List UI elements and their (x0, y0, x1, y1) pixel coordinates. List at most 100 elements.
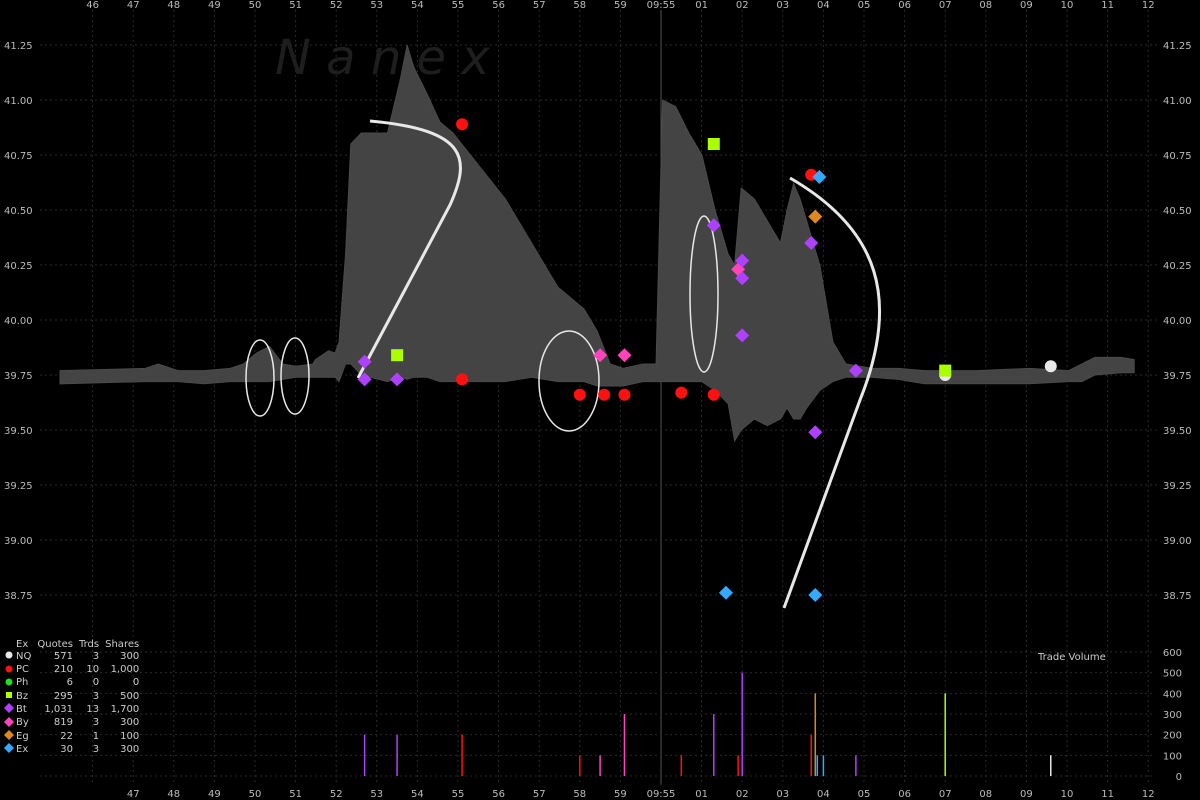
time-tick-label-bottom: 08 (979, 789, 992, 800)
time-tick-label-bottom: 56 (492, 789, 505, 800)
legend-swatch-icon (4, 743, 14, 754)
legend-swatch-icon (4, 703, 14, 714)
quote-marker-diamond (808, 588, 823, 602)
quote-marker-circle (456, 373, 469, 386)
price-tick-label-right: 39.50 (1163, 426, 1192, 437)
legend-quotes: 22 (60, 730, 73, 742)
legend-row: Bt 1,031 13 1,700 (4, 703, 139, 716)
legend-swatch-shape (4, 730, 14, 741)
price-tick-label-left: 41.25 (4, 41, 33, 52)
quote-marker-diamond (706, 218, 721, 233)
price-tick-label-left: 40.50 (4, 206, 33, 217)
legend-quotes: 571 (53, 650, 73, 662)
time-tick-label-top: 11 (1101, 0, 1114, 11)
time-tick-label-bottom: 57 (533, 789, 546, 800)
price-tick-label-left: 39.25 (4, 481, 33, 492)
quote-marker-diamond (812, 170, 827, 184)
legend-swatch (4, 664, 14, 677)
legend-swatch-icon (5, 651, 13, 659)
legend-row: Bz 295 3 500 (4, 690, 139, 703)
time-tick-label-bottom: 12 (1142, 789, 1155, 800)
legend-swatch (4, 716, 14, 730)
price-tick-label-left: 38.75 (4, 591, 33, 602)
time-tick-label-bottom: 58 (573, 789, 586, 800)
time-tick-label-bottom: 02 (736, 789, 749, 800)
price-tick-label-left: 39.50 (4, 426, 33, 437)
time-tick-label-top: 53 (370, 0, 383, 11)
time-tick-label-top: 04 (817, 0, 830, 11)
volume-tick-label: 200 (1163, 731, 1182, 742)
legend-swatch-shape (4, 703, 14, 714)
legend-trds: 3 (92, 690, 100, 702)
legend-header: Ex Quotes Trds Shares (4, 639, 139, 650)
time-tick-label-top: 08 (979, 0, 992, 11)
time-tick-label-top: 12 (1142, 0, 1155, 11)
time-tick-label-top: 49 (208, 0, 221, 11)
volume-tick-label: 100 (1163, 751, 1182, 762)
time-tick-label-top: 55 (452, 0, 465, 11)
quote-marker-circle (618, 388, 631, 401)
legend-quotes: 6 (66, 677, 73, 689)
legend-trds: 3 (92, 650, 100, 662)
time-tick-label-top: 52 (330, 0, 343, 11)
legend-quotes: 1,031 (44, 703, 73, 715)
legend-row: By 819 3 300 (4, 716, 139, 730)
quote-marker-diamond (808, 425, 823, 440)
legend-shares: 1,700 (110, 703, 140, 715)
axis-labels: 46 47 47 48 48 49 49 50 50 51 51 52 52 53 53 54 54 55 55 56… (4, 0, 1192, 800)
time-tick-label-top: 05 (858, 0, 871, 11)
volume-tick-label: 0 (1176, 772, 1182, 783)
time-tick-label-bottom: 06 (898, 789, 911, 800)
quote-marker-diamond (718, 585, 733, 600)
quote-marker-circle (1044, 360, 1057, 373)
time-tick-label-top: 06 (898, 0, 911, 11)
time-tick-label-bottom: 07 (939, 789, 952, 800)
spread-band (59, 44, 1135, 443)
time-tick-label-bottom: 55 (452, 789, 465, 800)
legend-ex: NQ (16, 650, 32, 662)
legend-swatch-shape (6, 692, 12, 699)
quote-marker-diamond (390, 372, 405, 387)
legend-quotes: 30 (60, 743, 73, 755)
time-tick-label-bottom: 52 (330, 789, 343, 800)
volume-tick-label: 300 (1163, 710, 1182, 721)
volume-title: Trade Volume (1038, 652, 1106, 663)
legend-ex: By (16, 717, 29, 729)
legend-ex: Ph (16, 677, 29, 689)
quote-marker-diamond (357, 372, 372, 387)
annotation-ellipse (689, 215, 719, 373)
legend-swatch-icon (6, 692, 12, 699)
time-tick-label-top: 50 (249, 0, 262, 11)
annotation-arrow-curve (356, 119, 462, 379)
quote-marker-diamond (735, 253, 750, 268)
time-tick-label-bottom: 54 (411, 789, 424, 800)
legend-shares: 1,000 (110, 664, 140, 676)
price-tick-label-right: 40.00 (1163, 316, 1192, 327)
price-tick-label-right: 38.75 (1163, 591, 1192, 602)
legend-swatch (4, 730, 14, 743)
nanex-watermark: N a n e x (275, 30, 490, 86)
legend-shares: 300 (120, 743, 140, 755)
quote-marker-square (391, 349, 404, 362)
time-tick-label-top: 51 (289, 0, 302, 11)
price-tick-label-right: 39.25 (1163, 481, 1192, 492)
legend-quotes: 210 (53, 664, 73, 676)
legend-swatch-shape (5, 678, 13, 686)
time-tick-label-bottom: 04 (817, 789, 830, 800)
time-tick-label-top: 57 (533, 0, 546, 11)
price-tick-label-left: 40.25 (4, 261, 33, 272)
quote-marker-diamond (617, 348, 632, 363)
quote-marker-square (939, 364, 952, 377)
price-tick-label-left: 39.00 (4, 536, 33, 547)
quote-marker-diamond (804, 236, 819, 250)
legend-shares: 500 (120, 690, 140, 702)
exchange-legend: Ex Quotes Trds Shares NQ 571 3 300 PC 210 10 1,… (4, 639, 140, 757)
time-tick-label-bottom: 50 (249, 789, 262, 800)
quote-markers (357, 118, 1057, 602)
legend-swatch-icon (4, 716, 14, 727)
time-tick-label-bottom: 51 (289, 789, 302, 800)
legend-trds: 3 (92, 743, 100, 755)
price-tick-label-right: 40.50 (1163, 206, 1192, 217)
time-tick-label-top: 47 (127, 0, 140, 11)
